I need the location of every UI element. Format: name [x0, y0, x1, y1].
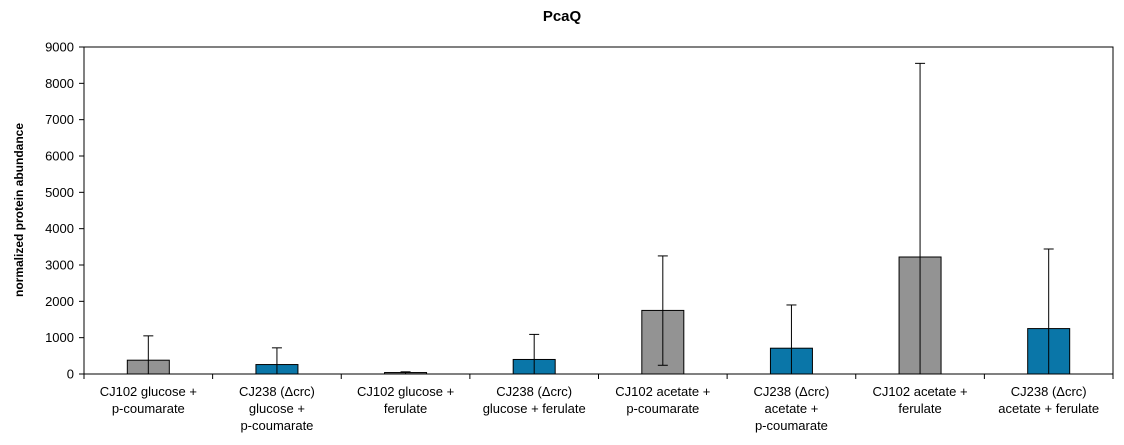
x-category-label: CJ102 glucose + ferulate — [357, 384, 454, 416]
x-axis-categories: CJ102 glucose + p-coumarate CJ238 (Δcrc) gl… — [100, 384, 1099, 433]
y-tick-label: 2000 — [45, 294, 74, 309]
x-category-label: CJ102 acetate + ferulate — [873, 384, 968, 416]
y-tick-label: 0 — [67, 367, 74, 382]
x-category-label: CJ238 (Δcrc) glucose + ferulate — [483, 384, 586, 416]
x-category-label: CJ238 (Δcrc) acetate + ferulate — [998, 384, 1099, 416]
y-tick-label: 9000 — [45, 40, 74, 55]
x-category-label: CJ238 (Δcrc) glucose + p-coumarate — [239, 384, 315, 433]
y-tick-label: 1000 — [45, 330, 74, 345]
y-axis-ticks: 0 1000 2000 3000 4000 5000 6000 7000 8000 9000 — [45, 40, 1114, 382]
y-tick-label: 8000 — [45, 76, 74, 91]
x-category-label: CJ238 (Δcrc) acetate + p-coumarate — [754, 384, 830, 433]
y-tick-label: 5000 — [45, 185, 74, 200]
plot-area-frame — [83, 46, 1114, 375]
error-bars — [143, 62, 1054, 374]
x-category-label: CJ102 acetate + p-coumarate — [615, 384, 710, 416]
y-tick-label: 7000 — [45, 112, 74, 127]
chart-title: PcaQ — [543, 8, 582, 25]
bars — [126, 256, 1071, 375]
y-tick-label: 3000 — [45, 258, 74, 273]
x-category-label: CJ102 glucose + p-coumarate — [100, 384, 197, 416]
y-tick-label: 4000 — [45, 221, 74, 236]
y-tick-label: 6000 — [45, 149, 74, 164]
y-axis-label: normalized protein abundance — [12, 123, 26, 297]
